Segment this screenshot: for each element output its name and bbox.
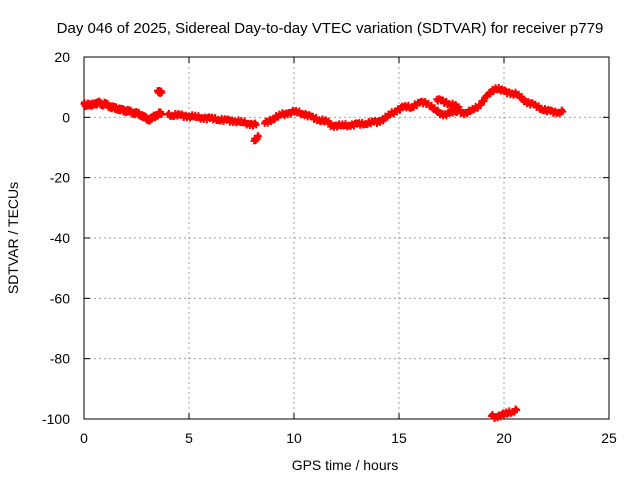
- data-point: [480, 97, 488, 105]
- x-tick-label: 20: [496, 430, 512, 446]
- y-tick-label: -60: [50, 290, 70, 306]
- chart-title: Day 046 of 2025, Sidereal Day-to-day VTE…: [57, 20, 604, 37]
- data-point: [254, 132, 262, 140]
- data-point: [513, 406, 521, 414]
- grid: [84, 57, 609, 419]
- data-point: [252, 121, 260, 129]
- x-axis-label: GPS time / hours: [292, 457, 399, 473]
- y-axis: -100 -80 -60 -40 -20 0 20: [42, 49, 609, 427]
- data-point: [158, 110, 166, 118]
- y-tick-label: -100: [42, 411, 70, 427]
- x-tick-label: 10: [286, 430, 302, 446]
- data-point: [158, 89, 166, 97]
- y-tick-label: -80: [50, 351, 70, 367]
- y-tick-label: 0: [62, 109, 70, 125]
- data-series: [80, 84, 567, 422]
- x-tick-label: 5: [185, 430, 193, 446]
- x-tick-label: 25: [601, 430, 617, 446]
- x-axis: 0 5 10 15 20 25: [80, 57, 617, 446]
- data-point: [477, 101, 485, 109]
- y-tick-label: -20: [50, 170, 70, 186]
- x-tick-label: 15: [391, 430, 407, 446]
- data-point: [559, 108, 567, 116]
- y-tick-label: 20: [54, 49, 70, 65]
- y-axis-label: SDTVAR / TECUs: [5, 182, 21, 294]
- x-tick-label: 0: [80, 430, 88, 446]
- y-tick-label: -40: [50, 230, 70, 246]
